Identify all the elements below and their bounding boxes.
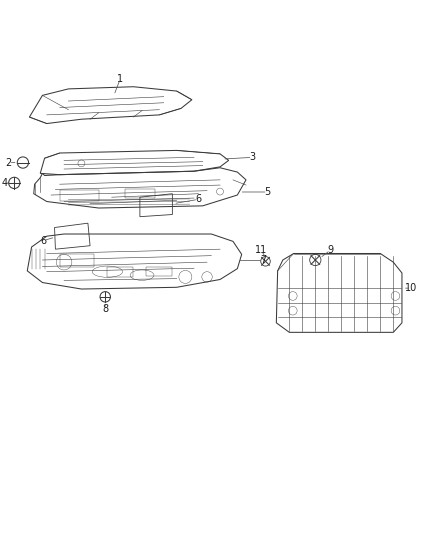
Text: 8: 8 [102,304,108,314]
Text: 2: 2 [6,158,12,167]
Text: 3: 3 [250,152,255,163]
Text: 1: 1 [117,74,124,84]
Text: 7: 7 [260,255,266,265]
Text: 9: 9 [328,245,334,255]
Text: 6: 6 [41,236,47,246]
Text: 5: 5 [265,187,271,197]
Text: 6: 6 [195,195,201,204]
Text: 10: 10 [405,283,417,293]
Text: 11: 11 [255,245,267,255]
Bar [107,266,134,277]
Bar [60,254,95,266]
Bar [146,266,173,276]
Bar [125,189,155,198]
Text: 4: 4 [2,178,8,188]
Bar [60,190,99,200]
